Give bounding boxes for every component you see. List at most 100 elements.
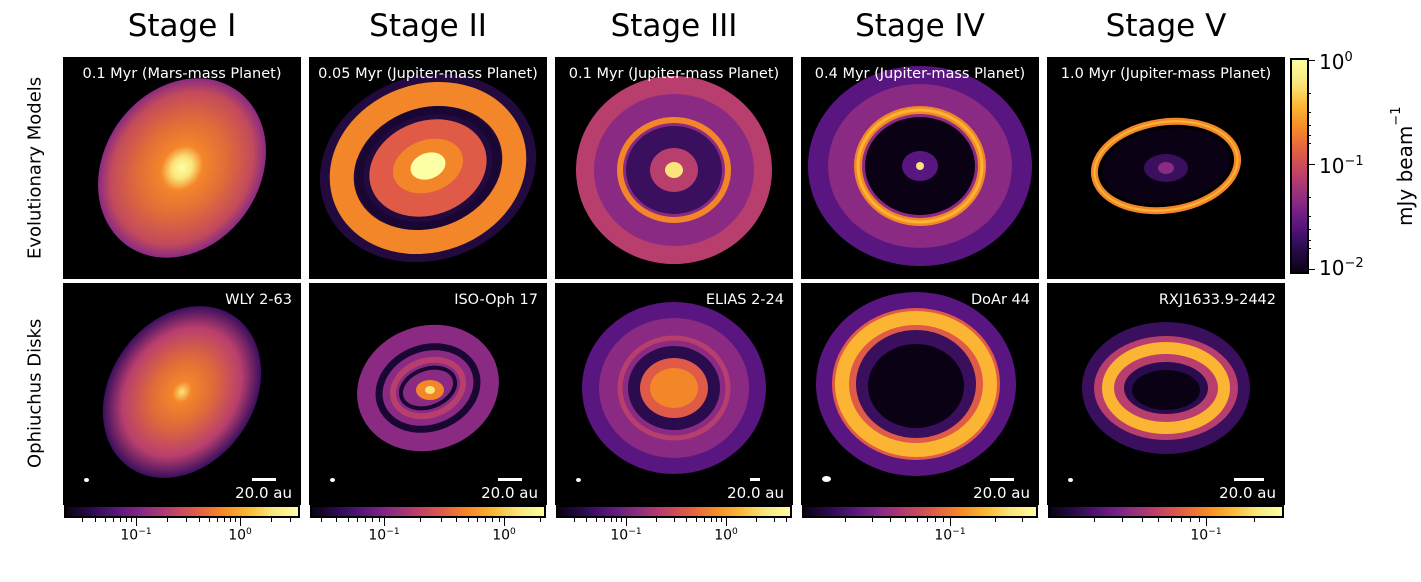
scale-bar (498, 478, 522, 481)
model-image-2 (319, 73, 537, 263)
obs-name-1: WLY 2-63 (225, 292, 292, 308)
model-colorbar-tick (1307, 216, 1311, 217)
colorbar-tick (695, 518, 697, 522)
model-colorbar-tick (1307, 248, 1311, 249)
scale-bar (750, 478, 760, 481)
beam-marker (84, 478, 89, 482)
colorbar-tick (703, 518, 705, 522)
colorbar-tick (710, 518, 712, 522)
colorbar-tick (1094, 518, 1096, 522)
scale-label-1: 20.0 au (235, 484, 292, 502)
colorbar-tick (786, 518, 788, 522)
stage-title-4: Stage IV (855, 8, 985, 44)
colorbar-tick (1190, 518, 1192, 522)
colorbar-tick (112, 518, 114, 522)
model-colorbar-tick-label: 10−1 (1319, 153, 1364, 178)
obs-colorbar-2-tick-label: 10−1 (368, 527, 400, 544)
colorbar-tick (621, 518, 623, 522)
model-colorbar-tick (1307, 143, 1311, 144)
model-colorbar-tick (1307, 197, 1311, 198)
model-panel-5: 1.0 Myr (Jupiter-mass Planet) (1047, 57, 1285, 279)
scale-label-5: 20.0 au (1219, 484, 1276, 502)
scale-label-4: 20.0 au (973, 484, 1030, 502)
model-image-4 (808, 66, 1032, 266)
obs-colorbar-5 (1048, 505, 1284, 518)
colorbar-tick (235, 518, 237, 522)
model-label-1: 0.1 Myr (Mars-mass Planet) (64, 66, 300, 82)
model-time-5: 1.0 Myr (1060, 66, 1116, 82)
colorbar-tick (81, 518, 83, 522)
colorbar-tick (223, 518, 225, 522)
colorbar-tick (603, 518, 605, 522)
model-panel-3: 0.1 Myr (Jupiter-mass Planet) (555, 57, 793, 279)
colorbar-tick (1198, 518, 1200, 522)
model-label-4: 0.4 Myr (Jupiter-mass Planet) (802, 66, 1038, 82)
colorbar-tick (365, 518, 367, 522)
obs-colorbar-3 (556, 505, 792, 518)
colorbar-tick (916, 518, 918, 522)
colorbar-tick (229, 518, 231, 522)
colorbar-tick (208, 518, 210, 522)
model-image-5 (1090, 117, 1242, 215)
model-planet-1: (Mars-mass Planet) (141, 66, 282, 82)
obs-colorbar-5-tick-label: 10−1 (1190, 527, 1222, 544)
model-image-3 (576, 76, 772, 264)
obs-colorbar-2-tick-label: 100 (492, 527, 516, 544)
colorbar-tick (336, 518, 338, 522)
obs-colorbar-3-tick-label: 10−1 (610, 527, 642, 544)
colorbar-tick (104, 518, 106, 522)
colorbar-tick (372, 518, 374, 522)
model-colorbar-tick-label: 100 (1319, 49, 1353, 74)
colorbar-tick (773, 518, 775, 522)
obs-panel-4: DoAr 44 20.0 au (801, 283, 1039, 505)
colorbar-tick (686, 518, 688, 522)
obs-panel-2: ISO-Oph 17 20.0 au (309, 283, 547, 505)
colorbar-tick (136, 518, 137, 526)
colorbar-tick (1254, 518, 1256, 522)
colorbar-tick (1142, 518, 1144, 522)
model-label-2: 0.05 Myr (Jupiter-mass Planet) (310, 66, 546, 82)
colorbar-tick (1122, 518, 1124, 522)
scale-bar (252, 478, 276, 481)
obs-panel-1: WLY 2-63 20.0 au (63, 283, 301, 505)
model-panel-2: 0.05 Myr (Jupiter-mass Planet) (309, 57, 547, 279)
model-planet-3: (Jupiter-mass Planet) (628, 66, 780, 82)
model-colorbar-tick (1307, 164, 1315, 165)
colorbar-tick (321, 518, 323, 522)
colorbar-tick (441, 518, 443, 522)
model-planet-2: (Jupiter-mass Planet) (386, 66, 538, 82)
model-colorbar-tick (1307, 125, 1311, 126)
colorbar-tick (573, 518, 575, 522)
model-colorbar-tick (1307, 240, 1311, 241)
colorbar-tick (185, 518, 187, 522)
obs-colorbar-1 (64, 505, 300, 518)
colorbar-tick (904, 518, 906, 522)
colorbar-tick (1181, 518, 1183, 522)
colorbar-tick (198, 518, 200, 522)
obs-panel-3: ELIAS 2-24 20.0 au (555, 283, 793, 505)
model-time-2: 0.05 Myr (318, 66, 383, 82)
colorbar-tick (1170, 518, 1172, 522)
obs-image-4 (816, 292, 1016, 476)
colorbar-tick (216, 518, 218, 522)
obs-colorbar-2 (310, 505, 546, 518)
colorbar-tick (926, 518, 928, 522)
colorbar-tick (756, 518, 758, 522)
scale-label-2: 20.0 au (481, 484, 538, 502)
model-colorbar-tick (1307, 135, 1311, 136)
colorbar-tick (950, 518, 951, 526)
colorbar-tick (420, 518, 422, 522)
stage-title-2: Stage II (369, 8, 487, 44)
model-planet-4: (Jupiter-mass Planet) (874, 66, 1026, 82)
obs-image-5 (1082, 322, 1250, 454)
model-label-3: 0.1 Myr (Jupiter-mass Planet) (556, 66, 792, 82)
colorbar-tick (626, 518, 627, 526)
colorbar-tick (1157, 518, 1159, 522)
colorbar-tick (610, 518, 612, 522)
colorbar-tick (716, 518, 718, 522)
model-colorbar-tick (1307, 93, 1311, 94)
row-label-models: Evolutionary Models (24, 76, 46, 260)
colorbar-tick (119, 518, 121, 522)
colorbar-tick (357, 518, 359, 522)
colorbar-tick (131, 518, 133, 522)
